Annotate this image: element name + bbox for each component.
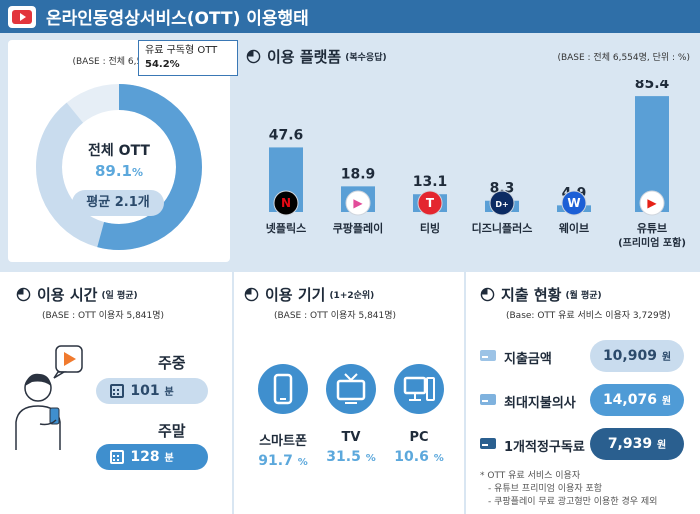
donut-paid-arc <box>36 84 202 250</box>
platform-bar-chart: 47.6N넷플릭스18.9▶쿠팡플레이13.1T티빙8.3D+디즈니플러스4.9… <box>266 80 686 249</box>
spend-label: 지출금액 <box>504 352 552 367</box>
platform-panel: 이용 플랫폼 (복수응답) (BASE : 전체 6,554명, 단위 : %)… <box>238 40 700 262</box>
device-value: 31.5 % <box>326 449 376 465</box>
spend-value-pill: 14,076 원 <box>590 384 684 416</box>
device-smartphone: 스마트폰 91.7 % <box>248 364 318 469</box>
platform-base-note: (BASE : 전체 6,554명, 단위 : %) <box>557 53 690 63</box>
credit-card-icon <box>480 438 496 449</box>
device-heading: 이용 기기 (1+2순위) <box>244 284 374 305</box>
usage-device-panel: 이용 기기 (1+2순위) (BASE : OTT 이용자 5,841명) 스마… <box>232 272 464 514</box>
disney-plus-logo: D+ <box>489 190 515 216</box>
bar-value-label: 13.1 <box>413 174 448 190</box>
spending-panel: 지출 현황 (월 평균) (Base: OTT 유료 서비스 이용자 3,729… <box>466 272 700 514</box>
ott-usage-donut-panel: (BASE : 전체 6,554명) 전체 OTT 89.1% 평균 2.1개 <box>8 40 230 262</box>
donut-base-note: (BASE : 전체 6,554명) <box>72 57 166 67</box>
device-label: 스마트폰 <box>259 434 307 449</box>
ott-usage-donut-chart <box>36 84 202 250</box>
weekday-value-pill: 101 분 <box>96 378 208 404</box>
time-base-note: (BASE : OTT 이용자 5,841명) <box>42 311 165 321</box>
device-tv: TV 31.5 % <box>316 364 386 465</box>
footnote-line: - 쿠팡플레이 무료 광고형만 이용한 경우 제외 <box>488 497 658 507</box>
time-heading: 이용 시간 (일 평균) <box>16 284 138 305</box>
svg-text:W: W <box>567 196 580 210</box>
title-bar: 온라인동영상서비스(OTT) 이용행태 <box>0 0 700 33</box>
device-base-note: (BASE : OTT 이용자 5,841명) <box>274 311 397 321</box>
device-title: 이용 기기 <box>265 286 326 304</box>
footnote-title: * OTT 유료 서비스 이용자 <box>480 471 581 481</box>
svg-text:▶: ▶ <box>353 196 363 210</box>
spend-heading: 지출 현황 (월 평균) <box>480 284 602 305</box>
spend-row-max-willingness: 최대지불의사 14,076 원 <box>480 384 692 416</box>
time-title: 이용 시간 <box>37 286 98 304</box>
tving-logo: T <box>417 190 443 216</box>
tv-icon <box>326 364 376 414</box>
category-label: 유튜브 <box>637 222 667 235</box>
spend-base-note: (Base: OTT 유료 서비스 이용자 3,729명) <box>506 311 671 321</box>
usage-time-panel: 이용 시간 (일 평균) (BASE : OTT 이용자 5,841명) 주중 … <box>0 272 232 514</box>
bar-value-label: 85.4 <box>635 80 670 92</box>
platform-subtitle: (복수응답) <box>345 53 387 63</box>
category-label: 쿠팡플레이 <box>333 221 384 235</box>
svg-text:T: T <box>426 196 435 210</box>
bar-value-label: 47.6 <box>269 127 304 143</box>
spend-subtitle: (월 평균) <box>565 291 602 301</box>
spend-label: 최대지불의사 <box>504 396 576 411</box>
spend-row-fair-price: 1개적정구독료 7,939 원 <box>480 428 692 460</box>
calendar-icon <box>110 450 124 464</box>
paid-ott-value: 54.2% <box>145 59 180 70</box>
bar-value-label: 18.9 <box>341 166 376 182</box>
spend-value-pill: 10,909 원 <box>590 340 684 372</box>
donut-center-value: 89.1% <box>94 162 144 180</box>
youtube-logo: ▶ <box>639 190 665 216</box>
spend-label: 1개적정구독료 <box>504 440 585 455</box>
platform-heading: 이용 플랫폼 (복수응답) <box>246 46 387 67</box>
category-label: 디즈니플러스 <box>472 221 533 235</box>
tv-play-icon <box>8 5 36 28</box>
coupang-play-logo: ▶ <box>345 190 371 216</box>
spend-title: 지출 현황 <box>501 286 562 304</box>
device-label: TV <box>341 430 361 445</box>
device-value: 91.7 % <box>258 453 308 469</box>
footnote: * OTT 유료 서비스 이용자 - 유튜브 프리미엄 이용자 포함 - 쿠팡플… <box>480 470 657 509</box>
paid-ott-label: 유료 구독형 OTT <box>145 45 218 56</box>
category-label: 넷플릭스 <box>266 222 306 235</box>
device-value: 10.6 % <box>394 449 444 465</box>
pie-chart-icon <box>244 287 259 302</box>
device-label: PC <box>409 430 429 445</box>
donut-center-label: 전체 OTT <box>88 143 150 159</box>
category-label: 티빙 <box>420 221 440 235</box>
device-pc: PC 10.6 % <box>384 364 454 465</box>
page-title: 온라인동영상서비스(OTT) 이용행태 <box>46 9 309 29</box>
category-label: 웨이브 <box>559 221 589 235</box>
pie-chart-icon <box>480 287 495 302</box>
footnote-line: - 유튜브 프리미엄 이용자 포함 <box>488 484 603 494</box>
netflix-logo: N <box>273 190 299 216</box>
device-subtitle: (1+2순위) <box>329 291 375 301</box>
wavve-logo: W <box>561 190 587 216</box>
average-count-badge: 평균 2.1개 <box>72 190 164 216</box>
calendar-icon <box>110 384 124 398</box>
weekend-value-pill: 128 분 <box>96 444 208 470</box>
time-subtitle: (일 평균) <box>101 291 138 301</box>
svg-text:▶: ▶ <box>647 196 657 210</box>
weekday-label: 주중 <box>158 354 186 372</box>
svg-text:N: N <box>281 196 291 210</box>
category-note: (프리미엄 포함) <box>618 236 686 249</box>
credit-card-icon <box>480 350 496 361</box>
pie-chart-icon <box>16 287 31 302</box>
person-watching-icon <box>15 345 83 450</box>
svg-text:D+: D+ <box>495 200 508 209</box>
pc-icon <box>394 364 444 414</box>
paid-ott-callout: 유료 구독형 OTT 54.2% <box>138 40 238 76</box>
pie-chart-icon <box>246 49 261 64</box>
spend-row-amount: 지출금액 10,909 원 <box>480 340 692 372</box>
credit-card-icon <box>480 394 496 405</box>
spend-value-pill: 7,939 원 <box>590 428 684 460</box>
weekend-label: 주말 <box>158 422 186 440</box>
platform-title: 이용 플랫폼 <box>267 48 342 66</box>
smartphone-icon <box>258 364 308 414</box>
